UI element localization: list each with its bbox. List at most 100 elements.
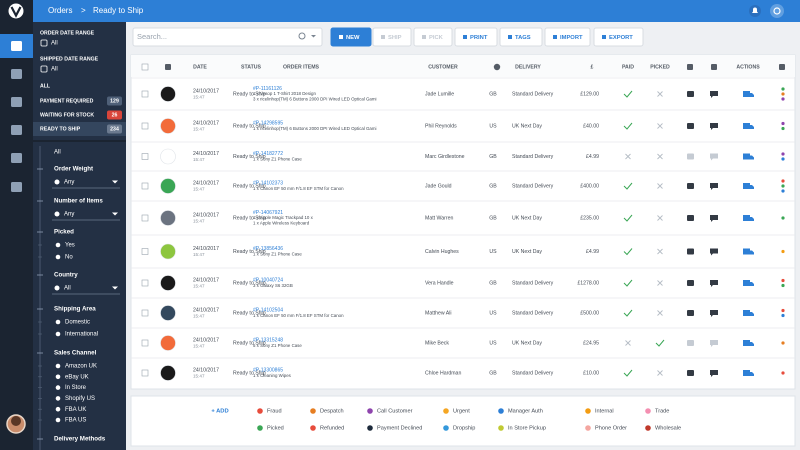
chat-action[interactable] bbox=[710, 248, 718, 256]
print-action[interactable] bbox=[687, 123, 694, 129]
tag-name[interactable]: Wholesale bbox=[655, 425, 681, 431]
dropdown-value[interactable]: All bbox=[64, 286, 71, 292]
button-label[interactable]: NEW bbox=[346, 35, 360, 41]
select-all-checkbox[interactable] bbox=[141, 63, 149, 71]
row-checkbox[interactable] bbox=[141, 248, 149, 255]
customer-name[interactable]: Jade Gould bbox=[425, 183, 452, 189]
order-id[interactable]: #P-14298595 bbox=[253, 121, 283, 127]
row-checkbox[interactable] bbox=[141, 153, 149, 160]
customer-name[interactable]: Marc Girdlestone bbox=[425, 154, 465, 160]
customer-name[interactable]: Matthew Ali bbox=[425, 310, 452, 316]
filter-option[interactable]: International bbox=[65, 332, 98, 338]
order-id[interactable]: #P-13315248 bbox=[253, 338, 283, 344]
ship-action[interactable] bbox=[743, 248, 754, 255]
status-label[interactable]: PAYMENT REQUIRED bbox=[40, 98, 94, 104]
status-label[interactable]: READY TO SHIP bbox=[40, 126, 81, 132]
tag-name[interactable]: Urgent bbox=[453, 408, 470, 414]
print-action[interactable] bbox=[687, 183, 694, 189]
dropdown-value[interactable]: Any bbox=[64, 212, 74, 218]
rail-icon[interactable] bbox=[11, 97, 22, 107]
order-id[interactable]: #P-14102504 bbox=[253, 308, 283, 314]
tag-name[interactable]: Dropship bbox=[453, 425, 475, 431]
filter-option[interactable]: FBA US bbox=[65, 418, 86, 424]
status-label[interactable]: ALL bbox=[40, 83, 51, 89]
row-checkbox[interactable] bbox=[141, 339, 149, 347]
filter-option[interactable]: Shopify US bbox=[65, 396, 95, 402]
button-label[interactable]: IMPORT bbox=[560, 35, 583, 41]
ship-action[interactable] bbox=[743, 91, 754, 97]
rail-icon[interactable] bbox=[11, 69, 22, 79]
print-action[interactable] bbox=[687, 340, 694, 346]
tag-name[interactable]: Refunded bbox=[320, 425, 344, 431]
chat-action[interactable] bbox=[710, 340, 718, 347]
rail-icon[interactable] bbox=[11, 41, 22, 51]
customer-name[interactable]: Chloe Hardman bbox=[425, 370, 461, 376]
ship-action[interactable] bbox=[743, 310, 754, 316]
filter-option[interactable]: Domestic bbox=[65, 320, 90, 326]
row-checkbox[interactable] bbox=[141, 90, 149, 98]
filter-option[interactable]: eBay UK bbox=[65, 374, 89, 380]
chat-action[interactable] bbox=[710, 91, 718, 98]
row-checkbox[interactable] bbox=[141, 279, 149, 287]
row-checkbox[interactable] bbox=[141, 182, 149, 190]
search-box[interactable] bbox=[132, 27, 323, 47]
sync-button[interactable] bbox=[770, 4, 784, 18]
row-checkbox[interactable] bbox=[141, 214, 149, 222]
filter-all[interactable]: All bbox=[54, 150, 61, 156]
ship-action[interactable] bbox=[743, 280, 754, 286]
tag-name[interactable]: Phone Order bbox=[595, 425, 627, 431]
breadcrumb-item[interactable]: Orders bbox=[48, 6, 72, 15]
print-action[interactable] bbox=[687, 215, 694, 221]
order-id[interactable]: #P-13300865 bbox=[253, 368, 283, 374]
toolbar-button[interactable] bbox=[544, 27, 591, 47]
customer-name[interactable]: Vera Handle bbox=[425, 280, 454, 286]
dropdown-value[interactable]: Any bbox=[64, 180, 74, 186]
print-action[interactable] bbox=[687, 248, 694, 255]
customer-name[interactable]: Jade Lumille bbox=[425, 91, 454, 97]
print-action[interactable] bbox=[687, 91, 694, 97]
customer-name[interactable]: Phil Reynolds bbox=[425, 123, 457, 129]
tag-name[interactable]: Picked bbox=[267, 425, 284, 431]
customer-name[interactable]: Mike Beck bbox=[425, 340, 449, 346]
toolbar-button[interactable] bbox=[593, 27, 644, 47]
chat-action[interactable] bbox=[710, 123, 718, 130]
chat-action[interactable] bbox=[710, 310, 718, 317]
ship-action[interactable] bbox=[743, 153, 754, 160]
filter-option[interactable]: In Store bbox=[65, 385, 87, 391]
ship-action[interactable] bbox=[743, 370, 754, 376]
ship-action[interactable] bbox=[743, 183, 754, 189]
order-id[interactable]: #P-13856436 bbox=[253, 246, 283, 252]
print-action[interactable] bbox=[687, 280, 694, 286]
chat-action[interactable] bbox=[710, 183, 718, 190]
row-checkbox[interactable] bbox=[141, 309, 149, 317]
row-checkbox[interactable] bbox=[141, 369, 149, 377]
button-label[interactable]: TAGS bbox=[515, 35, 531, 41]
customer-name[interactable]: Calvin Hughes bbox=[425, 249, 459, 255]
button-label[interactable]: PRINT bbox=[470, 35, 488, 41]
tag-name[interactable]: Trade bbox=[655, 408, 669, 414]
rail-icon[interactable] bbox=[11, 153, 22, 163]
ship-action[interactable] bbox=[743, 123, 754, 129]
tag-name[interactable]: Manager Auth bbox=[508, 408, 543, 414]
chat-action[interactable] bbox=[710, 280, 718, 287]
tag-name[interactable]: Payment Declined bbox=[377, 425, 422, 431]
order-id[interactable]: #P-14102373 bbox=[253, 181, 283, 187]
filter-value[interactable]: All bbox=[51, 41, 58, 47]
print-action[interactable] bbox=[687, 153, 694, 160]
tag-name[interactable]: Internal bbox=[595, 408, 614, 414]
ship-action[interactable] bbox=[743, 340, 754, 346]
row-checkbox[interactable] bbox=[141, 122, 149, 130]
order-id[interactable]: #P-11161126 bbox=[253, 86, 282, 92]
filter-option[interactable]: Yes bbox=[65, 243, 75, 249]
tag-name[interactable]: Despatch bbox=[320, 408, 344, 414]
rail-icon[interactable] bbox=[11, 125, 22, 135]
order-id[interactable]: #P-14067921 bbox=[253, 210, 283, 216]
print-action[interactable] bbox=[687, 370, 694, 376]
tag-name[interactable]: Call Customer bbox=[377, 408, 413, 414]
filter-option[interactable]: FBA UK bbox=[65, 407, 86, 413]
chat-action[interactable] bbox=[710, 370, 718, 377]
print-action[interactable] bbox=[687, 310, 694, 316]
order-id[interactable]: #P-14182772 bbox=[253, 151, 283, 157]
filter-option[interactable]: Amazon UK bbox=[65, 364, 97, 370]
toolbar-button[interactable] bbox=[454, 27, 498, 47]
